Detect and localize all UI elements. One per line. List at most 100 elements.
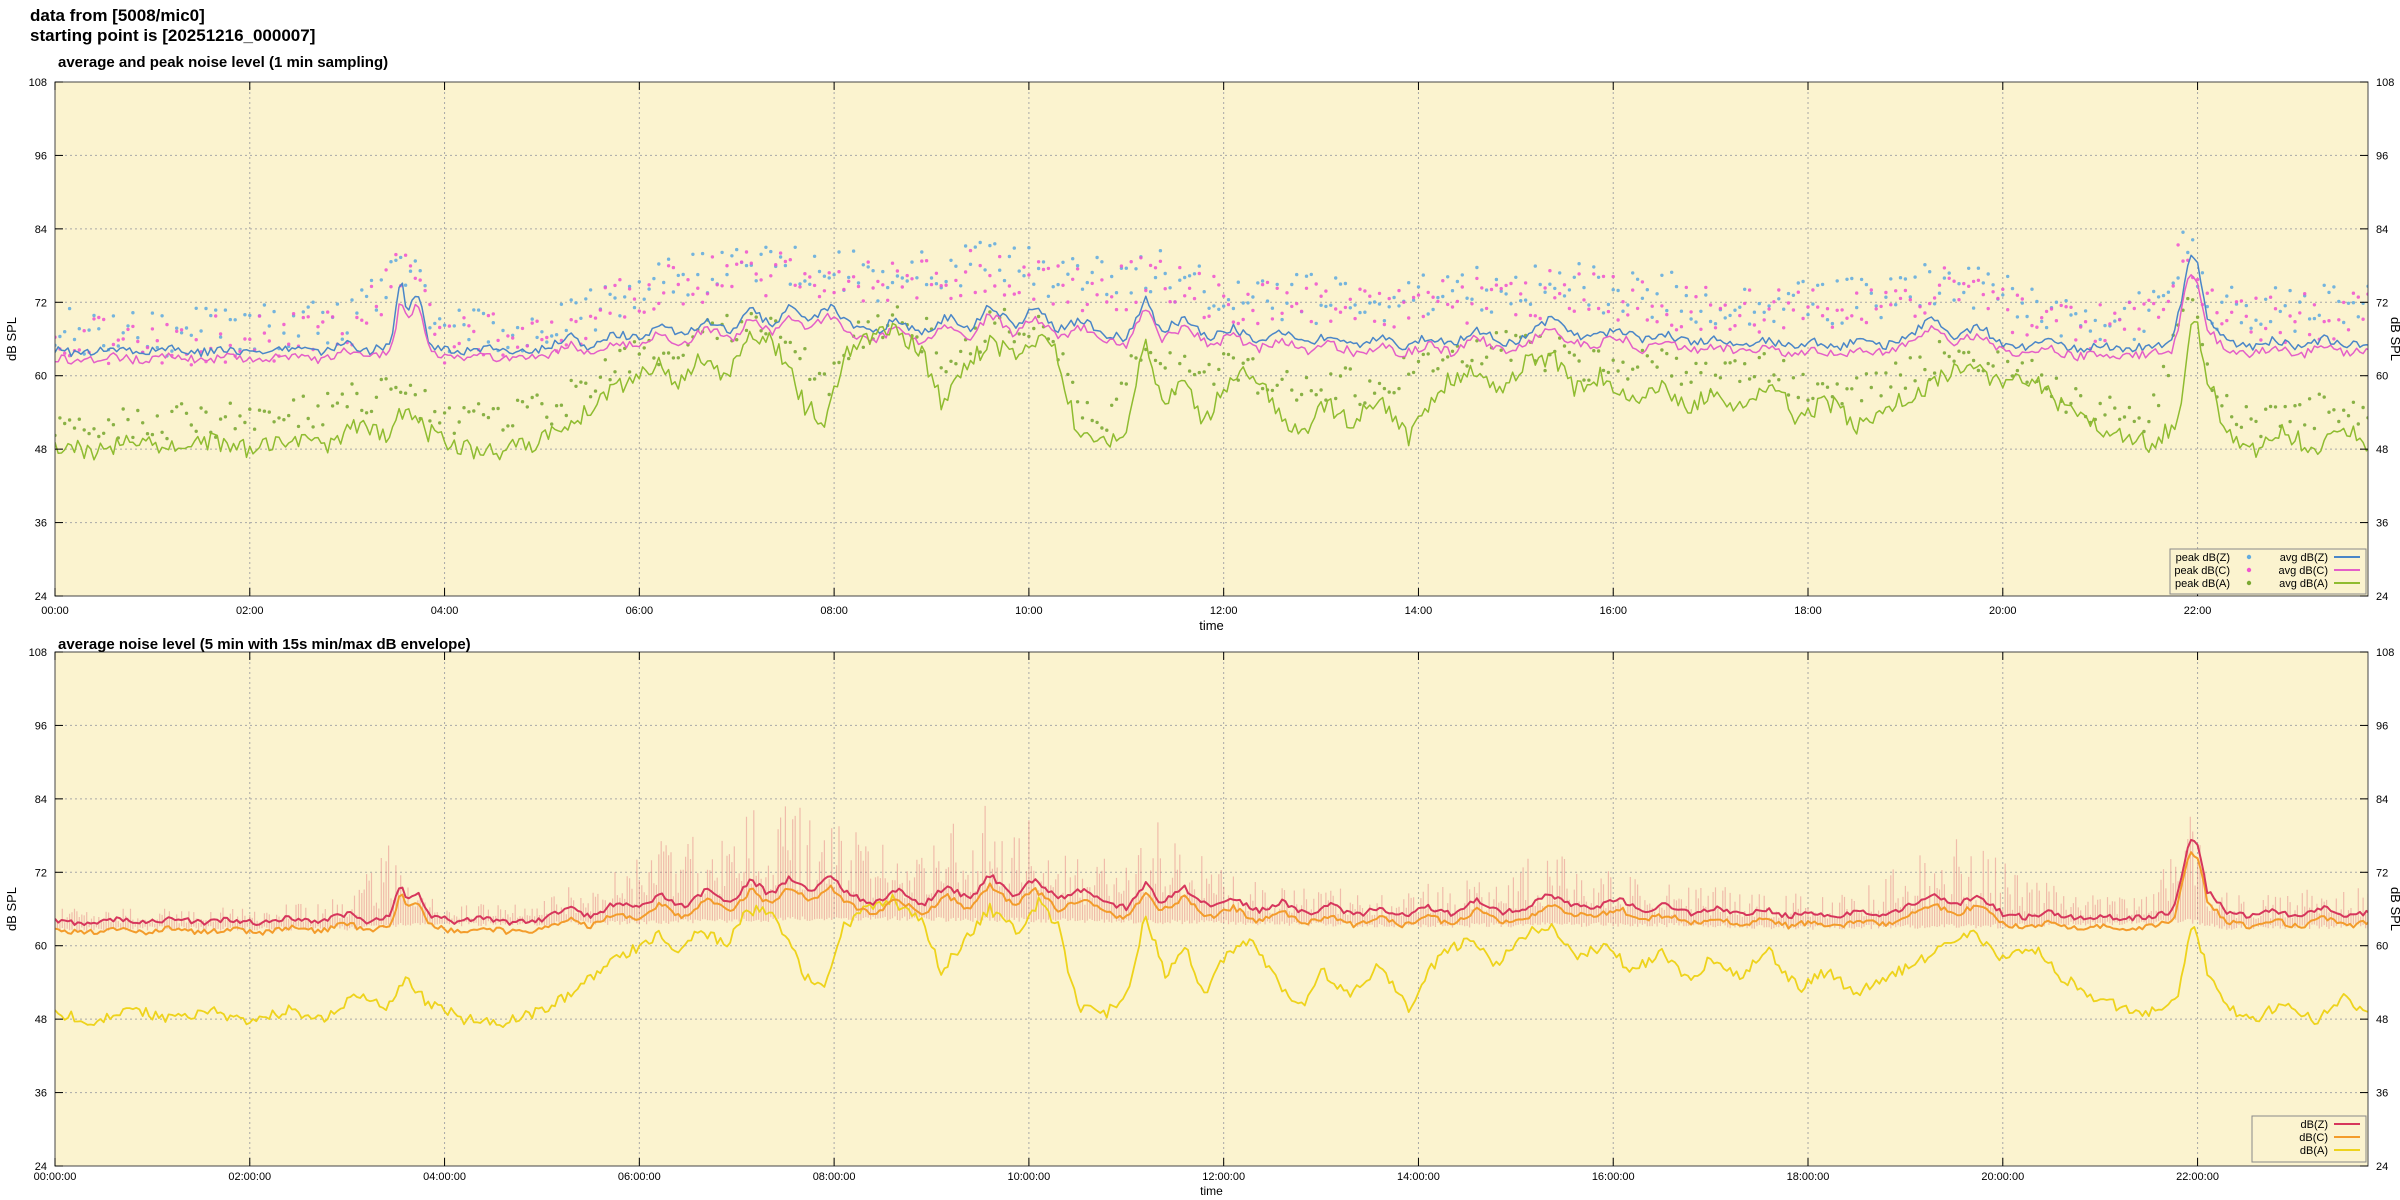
series-area	[55, 805, 2368, 1028]
legend-label-db-c: dB(C)	[2299, 1132, 2328, 1144]
series-avg-db-c	[55, 274, 2368, 365]
legend-label-avg-db-a: avg dB(A)	[2279, 578, 2328, 590]
legend-sample-peak-db-a	[2246, 580, 2252, 586]
scatter-points-peak-db-a	[55, 296, 2368, 441]
svg-text:18:00:00: 18:00:00	[1787, 1171, 1830, 1183]
svg-text:48: 48	[2376, 444, 2388, 456]
svg-text:24: 24	[2376, 591, 2388, 603]
svg-text:108: 108	[2376, 647, 2394, 659]
plot-border	[54, 651, 2369, 1167]
axis-ticks	[54, 651, 2368, 1167]
svg-text:02:00:00: 02:00:00	[228, 1171, 271, 1183]
svg-text:24: 24	[35, 1161, 47, 1173]
svg-text:20:00: 20:00	[1989, 605, 2017, 617]
bottom-chart-xlabel: time	[1200, 1184, 1223, 1198]
bottom-chart-canvas: 00:00:00 02:00:00 04:00:00 06:00:00 08:00:00…	[4, 647, 2400, 1183]
svg-text:60: 60	[35, 371, 47, 383]
series-avg-db-a	[55, 320, 2368, 461]
legend-sample-peak-db-z	[2246, 554, 2252, 560]
svg-text:48: 48	[35, 444, 47, 456]
y-axis-label-right: dB SPL	[2388, 317, 2400, 361]
legend-label-peak-db-c: peak dB(C)	[2174, 565, 2230, 577]
svg-text:36: 36	[2376, 518, 2388, 530]
svg-text:24: 24	[35, 591, 47, 603]
plot-border	[54, 81, 2369, 597]
svg-text:14:00:00: 14:00:00	[1397, 1171, 1440, 1183]
svg-text:08:00:00: 08:00:00	[813, 1171, 856, 1183]
legend: peak dB(Z)peak dB(C)peak dB(A)avg dB(Z)a…	[2169, 548, 2367, 595]
svg-text:60: 60	[2376, 941, 2388, 953]
svg-text:48: 48	[35, 1014, 47, 1026]
svg-text:14:00: 14:00	[1405, 605, 1433, 617]
svg-text:48: 48	[2376, 1014, 2388, 1026]
axis-ticks	[54, 81, 2368, 597]
svg-text:72: 72	[35, 867, 47, 879]
bottom-chart-title: average noise level (5 min with 15s min/…	[58, 636, 471, 653]
svg-text:96: 96	[35, 150, 47, 162]
svg-text:84: 84	[35, 224, 47, 236]
svg-text:96: 96	[35, 720, 47, 732]
series-area	[55, 230, 2368, 461]
plot-background	[55, 82, 2368, 596]
top-chart-xlabel: time	[1199, 618, 1224, 633]
svg-text:20:00:00: 20:00:00	[1981, 1171, 2024, 1183]
scatter-points-peak-db-z	[55, 230, 2368, 358]
svg-text:08:00: 08:00	[820, 605, 848, 617]
svg-text:72: 72	[35, 297, 47, 309]
svg-text:06:00: 06:00	[626, 605, 654, 617]
legend-label-peak-db-z: peak dB(Z)	[2176, 552, 2230, 564]
header-starting-point: starting point is [20251216_000007]	[30, 26, 316, 45]
svg-text:12:00:00: 12:00:00	[1202, 1171, 1245, 1183]
axis-tick-labels: 00:00 02:00 04:00 06:00 08:00 10:00 12:00 14:00…	[29, 77, 2395, 617]
svg-text:00:00:00: 00:00:00	[34, 1171, 77, 1183]
svg-text:36: 36	[2376, 1088, 2388, 1100]
svg-text:108: 108	[2376, 77, 2394, 89]
svg-text:06:00:00: 06:00:00	[618, 1171, 661, 1183]
series-db-z	[55, 838, 2368, 927]
legend: dB(Z)dB(C)dB(A)	[2251, 1115, 2367, 1163]
scatter-points-peak-db-c	[55, 243, 2368, 367]
svg-text:108: 108	[29, 77, 47, 89]
svg-text:12:00: 12:00	[1210, 605, 1238, 617]
svg-text:02:00: 02:00	[236, 605, 264, 617]
axis-tick-labels: 00:00:00 02:00:00 04:00:00 06:00:00 08:00:00…	[29, 647, 2395, 1183]
svg-text:18:00: 18:00	[1794, 605, 1822, 617]
svg-text:36: 36	[35, 518, 47, 530]
legend-label-db-z: dB(Z)	[2301, 1119, 2329, 1131]
svg-text:04:00:00: 04:00:00	[423, 1171, 466, 1183]
y-axis-label-left: dB SPL	[4, 317, 19, 361]
svg-text:22:00:00: 22:00:00	[2176, 1171, 2219, 1183]
top-chart-canvas: 00:00 02:00 04:00 06:00 08:00 10:00 12:00 14:00…	[4, 77, 2400, 617]
svg-text:72: 72	[2376, 867, 2388, 879]
svg-text:22:00: 22:00	[2184, 605, 2212, 617]
svg-text:04:00: 04:00	[431, 605, 459, 617]
svg-text:72: 72	[2376, 297, 2388, 309]
series-db-a	[55, 893, 2368, 1028]
svg-text:24: 24	[2376, 1161, 2388, 1173]
series-avg-db-z	[55, 254, 2368, 358]
svg-text:10:00: 10:00	[1015, 605, 1043, 617]
svg-text:00:00: 00:00	[41, 605, 69, 617]
svg-text:16:00: 16:00	[1599, 605, 1627, 617]
svg-text:36: 36	[35, 1088, 47, 1100]
top-chart-title: average and peak noise level (1 min samp…	[58, 54, 389, 71]
y-axis-label-left: dB SPL	[4, 887, 19, 931]
svg-text:16:00:00: 16:00:00	[1592, 1171, 1635, 1183]
legend-label-peak-db-a: peak dB(A)	[2175, 578, 2230, 590]
legend-label-db-a: dB(A)	[2300, 1145, 2328, 1157]
svg-text:96: 96	[2376, 150, 2388, 162]
series-db-c	[55, 851, 2368, 936]
svg-text:84: 84	[2376, 794, 2388, 806]
plot-background	[55, 652, 2368, 1166]
svg-text:96: 96	[2376, 720, 2388, 732]
svg-text:60: 60	[35, 941, 47, 953]
svg-text:84: 84	[35, 794, 47, 806]
svg-text:84: 84	[2376, 224, 2388, 236]
legend-sample-peak-db-c	[2246, 567, 2252, 573]
svg-text:108: 108	[29, 647, 47, 659]
legend-label-avg-db-c: avg dB(C)	[2278, 565, 2328, 577]
legend-label-avg-db-z: avg dB(Z)	[2280, 552, 2328, 564]
svg-text:60: 60	[2376, 371, 2388, 383]
svg-text:10:00:00: 10:00:00	[1007, 1171, 1050, 1183]
